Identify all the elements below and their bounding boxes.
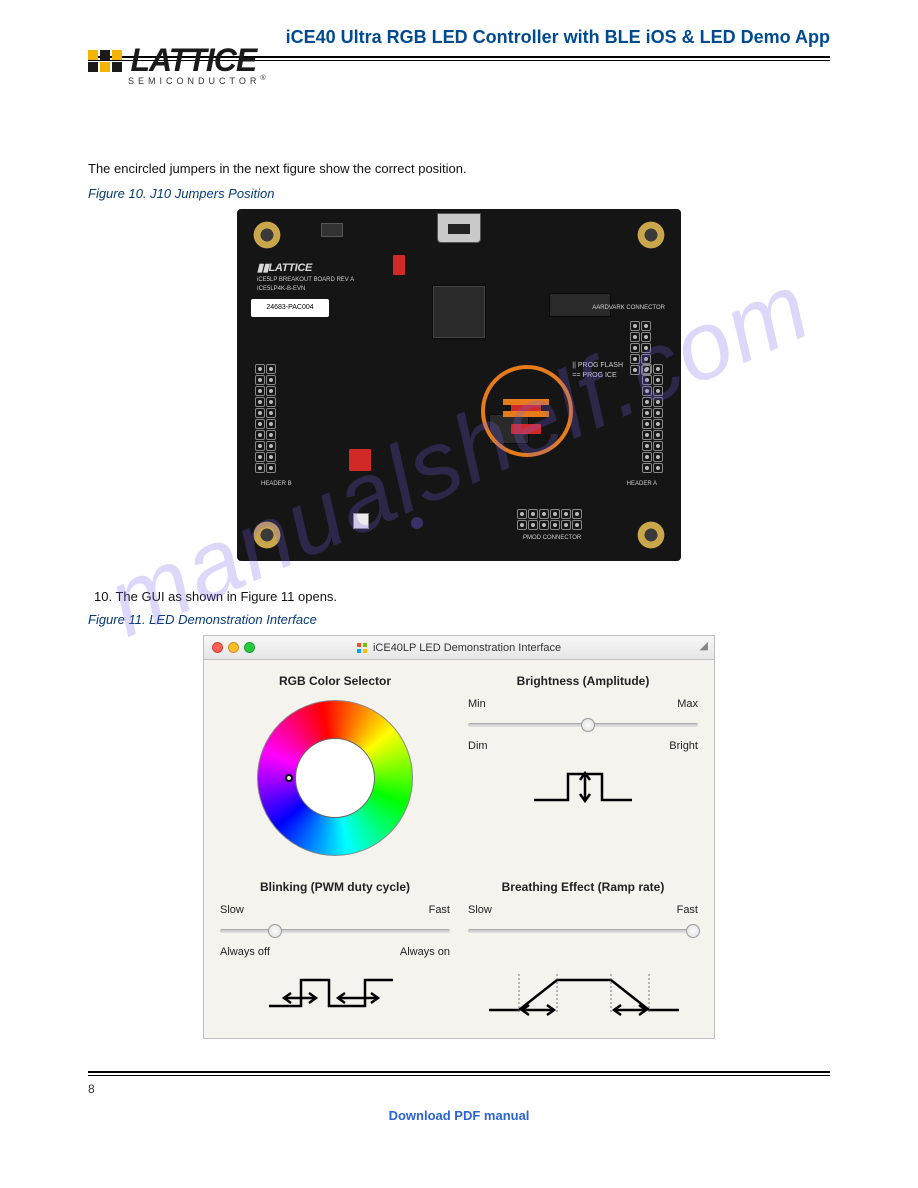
highlight-circle-icon: [481, 365, 573, 457]
brightness-section: Brightness (Amplitude) Min Max Dim Brigh…: [468, 674, 698, 862]
figure-gui: iCE40LP LED Demonstration Interface ◢ RG…: [88, 635, 830, 1039]
label-fast: Fast: [429, 904, 450, 916]
qfp-chip-icon: [432, 285, 486, 339]
titlebar: iCE40LP LED Demonstration Interface ◢: [204, 636, 714, 660]
silkscreen-text: iCE5LP BREAKOUT BOARD REV A: [257, 277, 354, 283]
breath-waveform-icon: [483, 968, 683, 1018]
slider-thumb-icon[interactable]: [268, 924, 282, 938]
gui-window: iCE40LP LED Demonstration Interface ◢ RG…: [203, 635, 715, 1039]
blink-section: Blinking (PWM duty cycle) Slow Fast Alwa…: [220, 880, 450, 1018]
mounting-hole-icon: [251, 219, 283, 251]
pmod-header-icon: [517, 509, 582, 530]
breath-section: Breathing Effect (Ramp rate) Slow Fast: [468, 880, 698, 1018]
silkscreen-text: PMOD CONNECTOR: [523, 535, 581, 541]
logo-squares-icon: [88, 50, 122, 72]
label-min: Min: [468, 698, 486, 710]
logo-wordmark: LATTICE: [130, 42, 256, 79]
pcb-sticker: 24683-PAC004: [251, 299, 329, 317]
figure-caption: Figure 10. J10 Jumpers Position: [88, 186, 830, 201]
rgb-section: RGB Color Selector: [220, 674, 450, 862]
lattice-logo: LATTICE SEMICONDUCTOR®: [88, 42, 270, 86]
section-title: RGB Color Selector: [220, 674, 450, 688]
slider-thumb-icon[interactable]: [686, 924, 700, 938]
body-text: The encircled jumpers in the next figure…: [88, 161, 830, 176]
blink-waveform-icon: [265, 968, 405, 1014]
red-jumper-icon: [349, 449, 371, 471]
page-number: 8: [88, 1082, 95, 1096]
color-wheel[interactable]: [257, 700, 413, 856]
mounting-hole-icon: [635, 519, 667, 551]
pcb-logo: ▮▮LATTICE: [257, 261, 312, 274]
label-max: Max: [677, 698, 698, 710]
footer-rule: [88, 1075, 830, 1076]
download-pdf-link[interactable]: Download PDF manual: [88, 1108, 830, 1123]
rgb-led-icon: [353, 513, 369, 529]
mounting-hole-icon: [251, 519, 283, 551]
silkscreen-text: HEADER B: [261, 481, 292, 487]
brightness-slider[interactable]: [468, 722, 698, 728]
ir-led-icon: [411, 517, 423, 529]
label-bright: Bright: [669, 740, 698, 752]
header-a-icon: [642, 364, 663, 473]
silkscreen-text: HEADER A: [627, 481, 657, 487]
color-picker-handle-icon[interactable]: [285, 774, 293, 782]
footer-rule: [88, 1071, 830, 1073]
breath-slider[interactable]: [468, 928, 698, 934]
label-fast: Fast: [677, 904, 698, 916]
section-title: Brightness (Amplitude): [468, 674, 698, 688]
window-title: iCE40LP LED Demonstration Interface: [204, 642, 714, 654]
slider-thumb-icon[interactable]: [581, 718, 595, 732]
label-always-off: Always off: [220, 946, 270, 958]
color-wheel-center-icon: [295, 738, 375, 818]
section-title: Breathing Effect (Ramp rate): [468, 880, 698, 894]
label-dim: Dim: [468, 740, 488, 752]
section-title: Blinking (PWM duty cycle): [220, 880, 450, 894]
usb-connector-icon: [437, 213, 481, 243]
pcb-board-image: ▮▮LATTICE iCE5LP BREAKOUT BOARD REV A IC…: [237, 209, 681, 561]
silkscreen-prog: || PROG FLASH== PROG ICE: [572, 361, 623, 381]
header-b-icon: [255, 364, 276, 473]
red-jumper-icon: [393, 255, 405, 275]
label-always-on: Always on: [400, 946, 450, 958]
silkscreen-text: ICE5LP4K-B-EVN: [257, 286, 305, 292]
switch-icon: [321, 223, 343, 237]
blink-slider[interactable]: [220, 928, 450, 934]
label-slow: Slow: [220, 904, 244, 916]
logo-subtext: SEMICONDUCTOR®: [128, 75, 270, 86]
silkscreen-text: AARDVARK CONNECTOR: [592, 305, 665, 311]
figure-caption: Figure 11. LED Demonstration Interface: [88, 612, 830, 627]
mounting-hole-icon: [635, 219, 667, 251]
label-slow: Slow: [468, 904, 492, 916]
grip-icon: ◢: [700, 639, 708, 652]
app-icon: [357, 643, 367, 653]
step-text: 10. The GUI as shown in Figure 11 opens.: [94, 589, 830, 604]
brightness-waveform-icon: [528, 762, 638, 808]
figure-pcb: ▮▮LATTICE iCE5LP BREAKOUT BOARD REV A IC…: [88, 209, 830, 561]
